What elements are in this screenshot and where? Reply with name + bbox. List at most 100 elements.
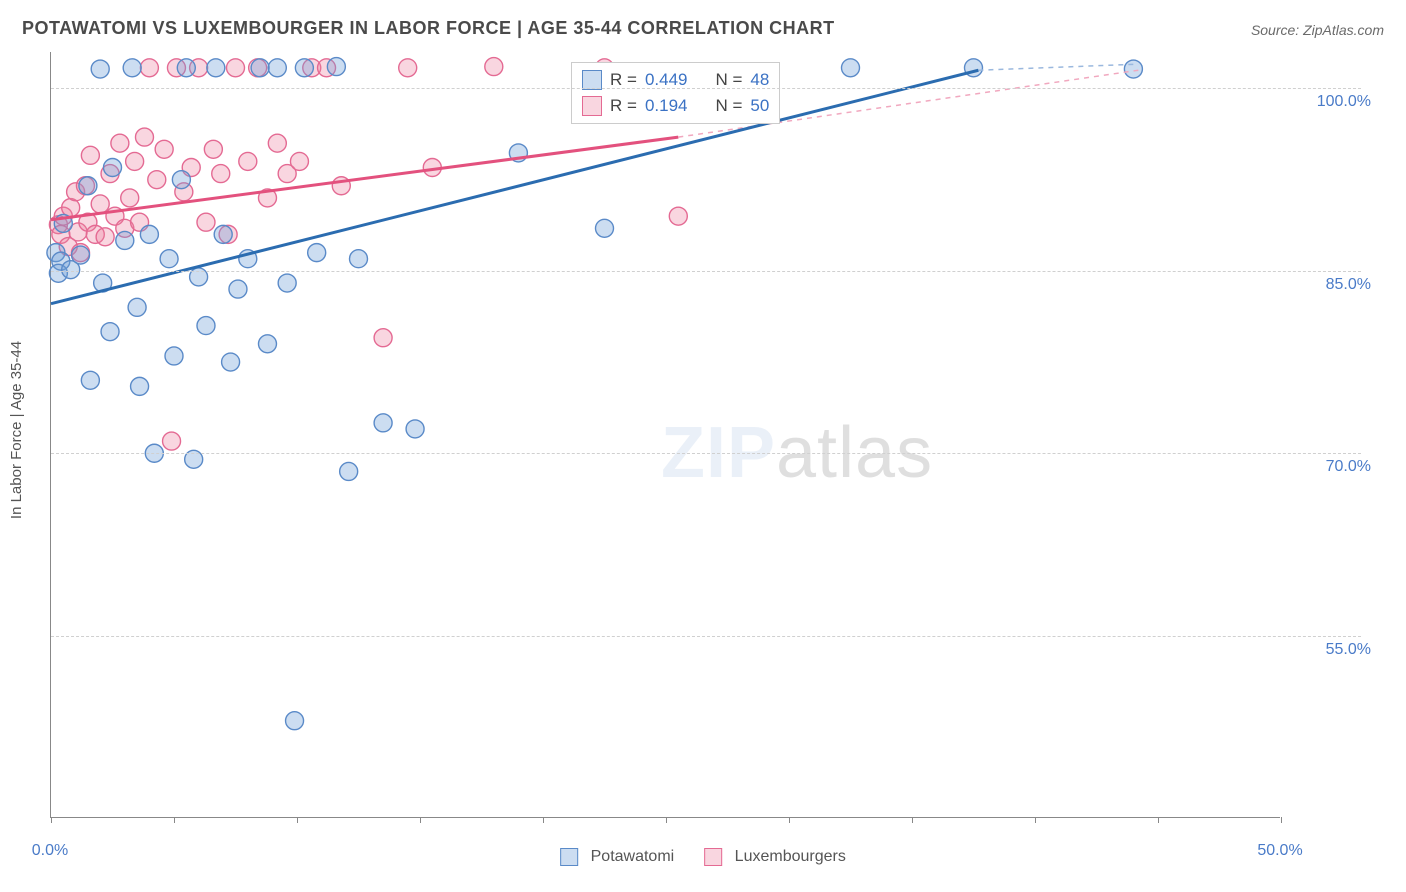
scatter-point-potawatomi [101, 323, 119, 341]
scatter-point-luxembourgers [126, 152, 144, 170]
stats-swatch-potawatomi [582, 70, 602, 90]
chart-header: POTAWATOMI VS LUXEMBOURGER IN LABOR FORC… [22, 18, 1384, 48]
trend-line-ext-potawatomi [978, 64, 1138, 70]
y-axis-title: In Labor Force | Age 35-44 [8, 341, 25, 519]
scatter-point-luxembourgers [227, 59, 245, 77]
scatter-point-potawatomi [72, 246, 90, 264]
x-tick [789, 817, 790, 823]
scatter-point-potawatomi [406, 420, 424, 438]
scatter-point-potawatomi [295, 59, 313, 77]
y-tick-label: 85.0% [1291, 276, 1371, 294]
x-tick [666, 817, 667, 823]
chart-title: POTAWATOMI VS LUXEMBOURGER IN LABOR FORC… [22, 18, 835, 38]
correlation-stats-box: R = 0.449 N = 48 R = 0.194 N = 50 [571, 62, 780, 124]
scatter-point-luxembourgers [121, 189, 139, 207]
plot-svg [51, 52, 1280, 817]
scatter-point-potawatomi [229, 280, 247, 298]
scatter-point-luxembourgers [163, 432, 181, 450]
scatter-point-potawatomi [91, 60, 109, 78]
trend-line-luxembourgers [51, 137, 678, 220]
scatter-point-potawatomi [79, 177, 97, 195]
r-value-luxembourgers: 0.194 [645, 96, 688, 116]
scatter-point-luxembourgers [111, 134, 129, 152]
scatter-point-potawatomi [327, 58, 345, 76]
scatter-point-potawatomi [222, 353, 240, 371]
scatter-point-potawatomi [123, 59, 141, 77]
chart-plot-area: R = 0.449 N = 48 R = 0.194 N = 50 ZIPatl… [50, 52, 1280, 818]
scatter-point-luxembourgers [81, 146, 99, 164]
scatter-point-potawatomi [165, 347, 183, 365]
scatter-point-potawatomi [214, 225, 232, 243]
scatter-point-luxembourgers [155, 140, 173, 158]
source-attribution: Source: ZipAtlas.com [1251, 22, 1384, 38]
scatter-point-potawatomi [81, 371, 99, 389]
scatter-point-potawatomi [340, 462, 358, 480]
scatter-point-luxembourgers [96, 228, 114, 246]
scatter-point-luxembourgers [290, 152, 308, 170]
scatter-point-luxembourgers [91, 195, 109, 213]
scatter-point-potawatomi [140, 225, 158, 243]
stats-row-luxembourgers: R = 0.194 N = 50 [582, 93, 769, 119]
x-tick-label: 50.0% [1257, 842, 1302, 860]
scatter-point-potawatomi [268, 59, 286, 77]
scatter-point-potawatomi [116, 231, 134, 249]
scatter-point-luxembourgers [669, 207, 687, 225]
r-label: R = [610, 70, 637, 90]
scatter-point-potawatomi [842, 59, 860, 77]
gridline [51, 271, 1361, 272]
r-value-potawatomi: 0.449 [645, 70, 688, 90]
n-value-luxembourgers: 50 [750, 96, 769, 116]
x-tick [912, 817, 913, 823]
legend-item-potawatomi: Potawatomi [560, 848, 674, 866]
gridline [51, 636, 1361, 637]
scatter-point-potawatomi [131, 377, 149, 395]
legend-label-potawatomi: Potawatomi [591, 848, 675, 865]
x-tick [543, 817, 544, 823]
scatter-point-luxembourgers [485, 58, 503, 76]
stats-swatch-luxembourgers [582, 96, 602, 116]
scatter-point-luxembourgers [140, 59, 158, 77]
scatter-point-luxembourgers [268, 134, 286, 152]
scatter-point-potawatomi [1124, 60, 1142, 78]
scatter-point-luxembourgers [197, 213, 215, 231]
scatter-point-luxembourgers [212, 165, 230, 183]
n-value-potawatomi: 48 [750, 70, 769, 90]
y-tick-label: 55.0% [1291, 641, 1371, 659]
x-tick [174, 817, 175, 823]
legend-swatch-luxembourgers [704, 848, 722, 866]
scatter-point-potawatomi [104, 159, 122, 177]
scatter-point-potawatomi [160, 250, 178, 268]
x-tick [1158, 817, 1159, 823]
scatter-point-luxembourgers [399, 59, 417, 77]
scatter-point-luxembourgers [204, 140, 222, 158]
y-tick-label: 100.0% [1291, 93, 1371, 111]
legend: Potawatomi Luxembourgers [560, 848, 846, 866]
scatter-point-potawatomi [350, 250, 368, 268]
scatter-point-luxembourgers [148, 171, 166, 189]
scatter-point-potawatomi [286, 712, 304, 730]
legend-label-luxembourgers: Luxembourgers [735, 848, 846, 865]
scatter-point-potawatomi [177, 59, 195, 77]
scatter-point-potawatomi [278, 274, 296, 292]
x-tick-label: 0.0% [32, 842, 68, 860]
n-label: N = [715, 70, 742, 90]
gridline [51, 453, 1361, 454]
x-tick [1281, 817, 1282, 823]
scatter-point-luxembourgers [135, 128, 153, 146]
scatter-point-potawatomi [308, 244, 326, 262]
scatter-point-potawatomi [374, 414, 392, 432]
n-label: N = [715, 96, 742, 116]
scatter-point-potawatomi [172, 171, 190, 189]
x-tick [297, 817, 298, 823]
scatter-point-potawatomi [207, 59, 225, 77]
scatter-point-potawatomi [596, 219, 614, 237]
scatter-point-luxembourgers [374, 329, 392, 347]
legend-swatch-potawatomi [560, 848, 578, 866]
scatter-point-potawatomi [128, 298, 146, 316]
x-tick [51, 817, 52, 823]
y-tick-label: 70.0% [1291, 458, 1371, 476]
x-tick [1035, 817, 1036, 823]
x-tick [420, 817, 421, 823]
r-label: R = [610, 96, 637, 116]
scatter-point-potawatomi [197, 317, 215, 335]
